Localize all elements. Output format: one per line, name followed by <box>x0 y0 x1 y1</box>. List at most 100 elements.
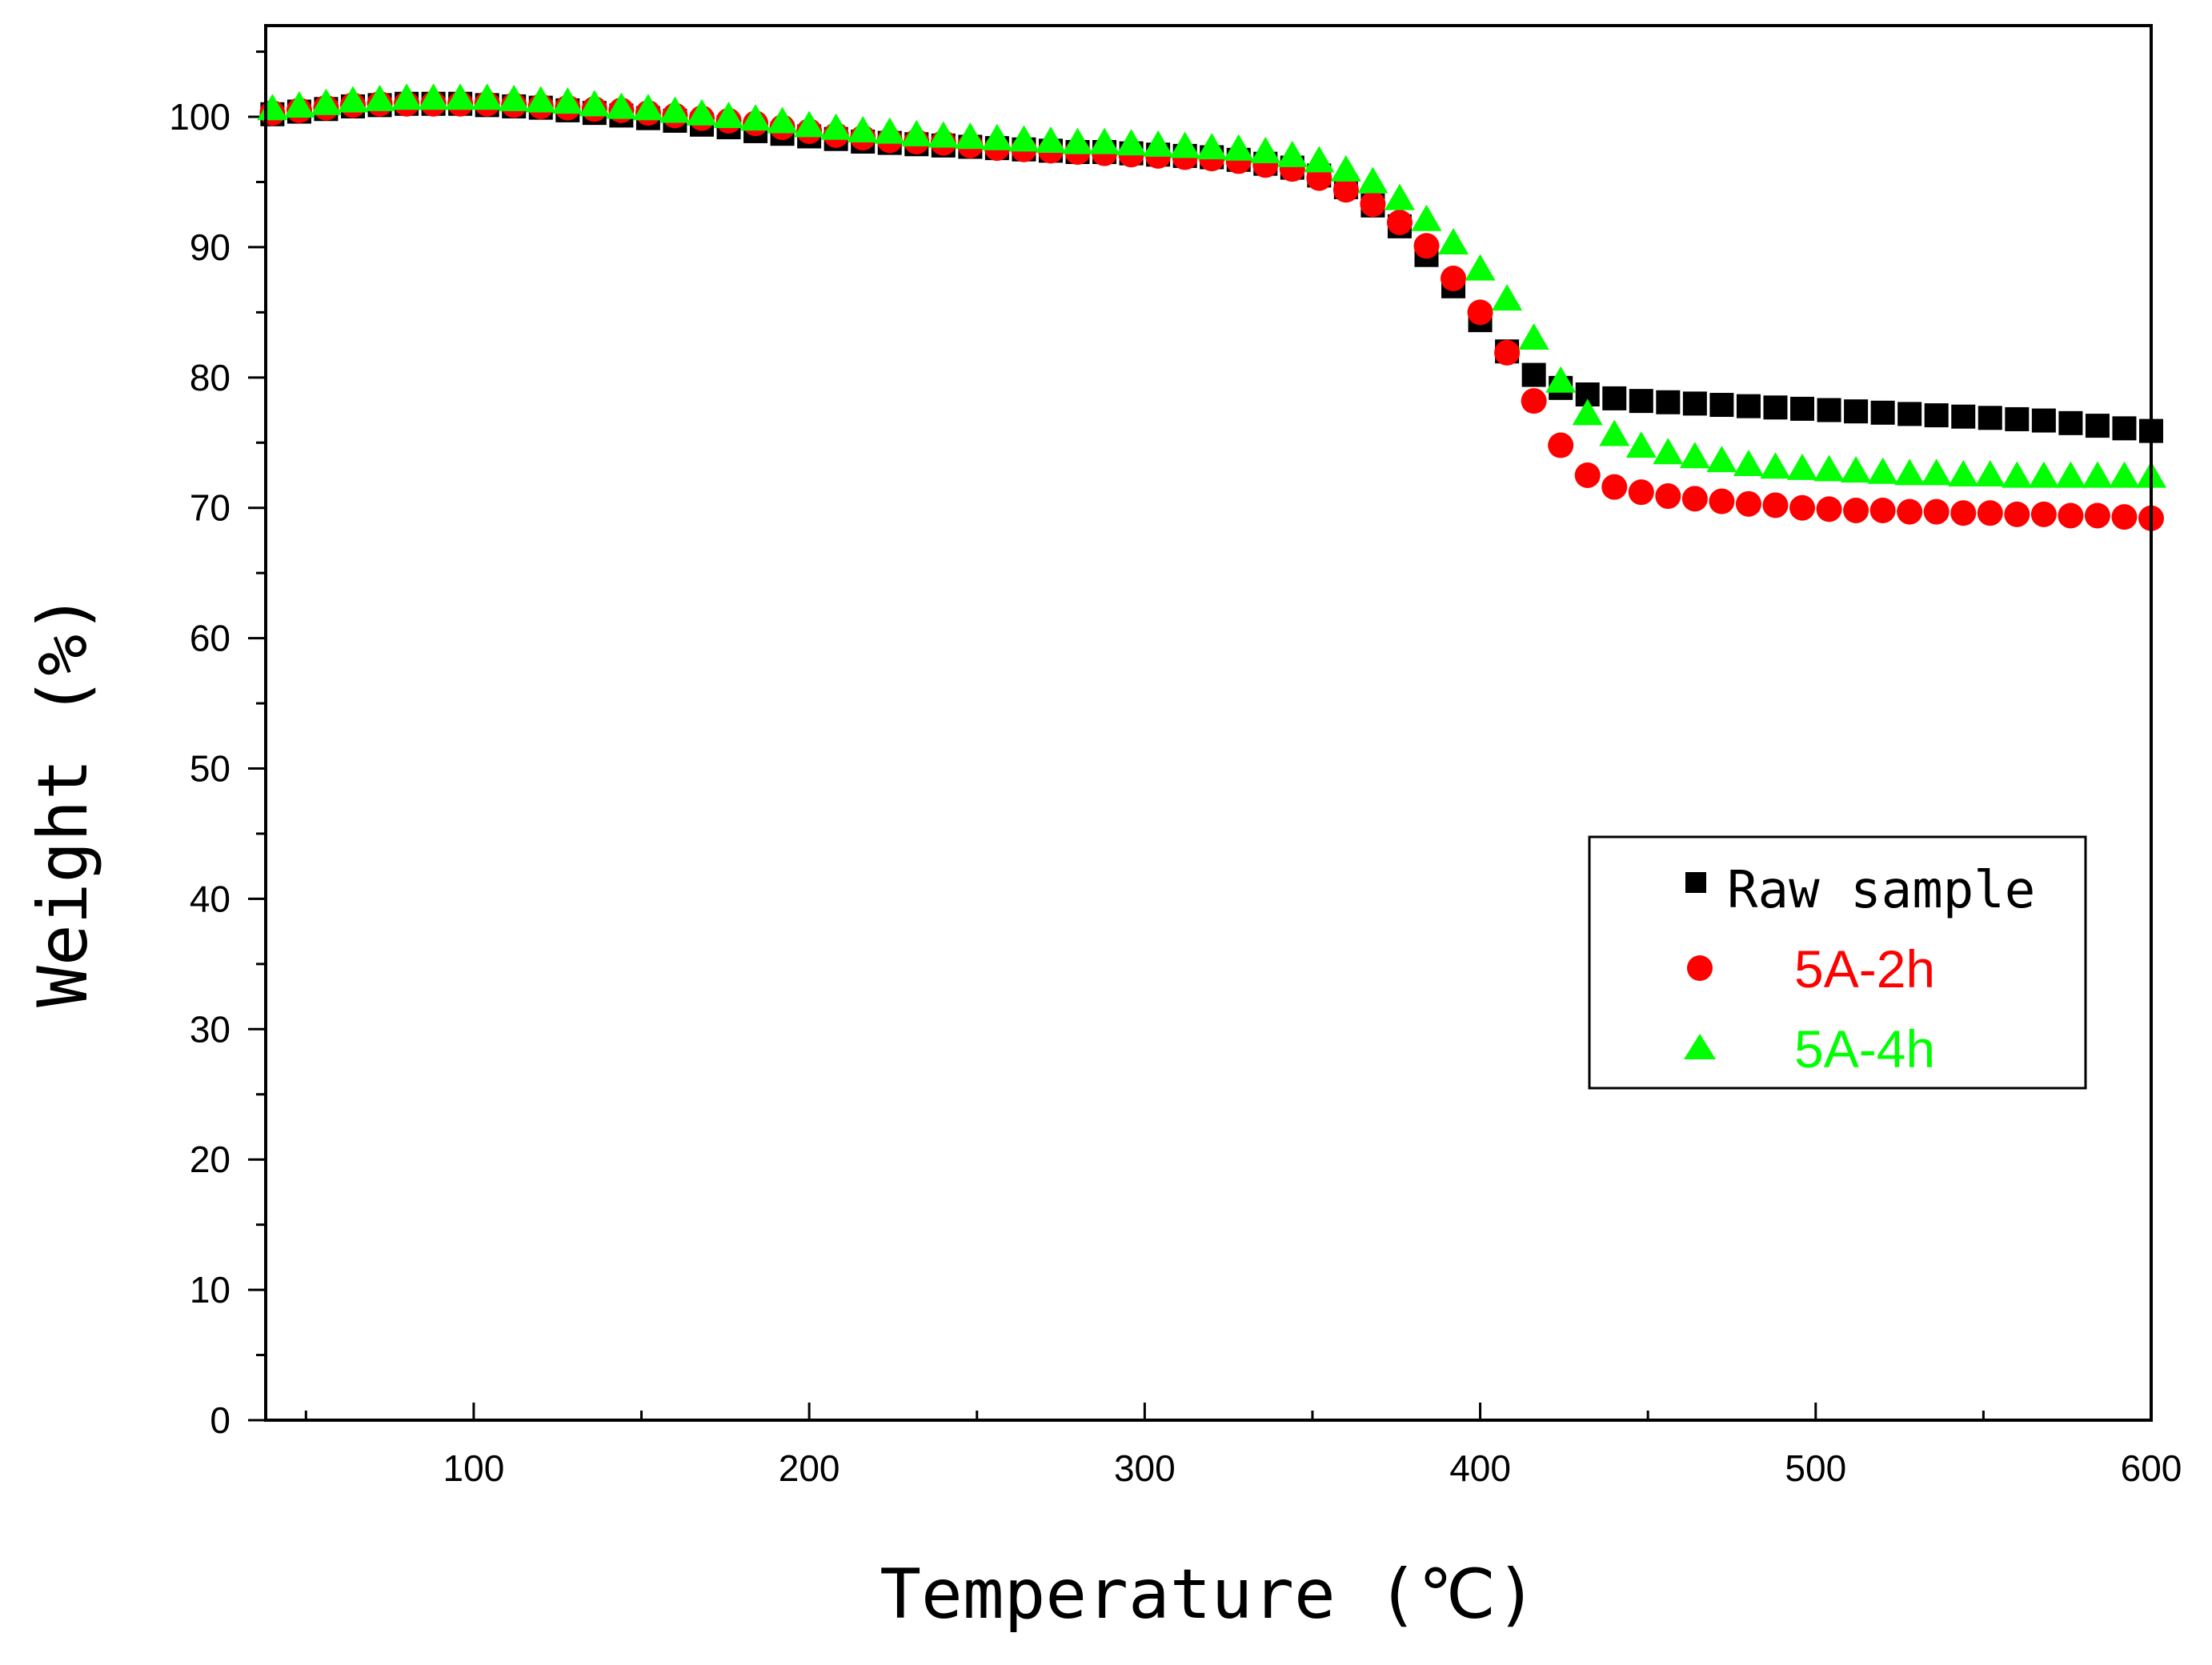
data-point <box>1894 458 1925 486</box>
data-point <box>1035 126 1066 153</box>
data-point <box>1924 403 1949 428</box>
data-point <box>1465 254 1496 281</box>
data-point <box>1655 483 1681 510</box>
data-point <box>1386 209 1413 235</box>
data-point <box>1089 127 1120 154</box>
data-point <box>1843 497 1869 523</box>
x-tick-label: 300 <box>1114 1447 1176 1489</box>
y-tick-label: 10 <box>190 1269 230 1311</box>
data-point <box>2005 406 2030 431</box>
data-point <box>579 90 610 117</box>
y-tick-label: 20 <box>190 1139 230 1180</box>
data-point <box>1518 322 1549 350</box>
data-point <box>1196 133 1228 160</box>
legend-label-raw-sample: Raw sample <box>1727 861 2035 920</box>
data-point <box>1494 339 1521 366</box>
data-point <box>955 122 986 150</box>
data-point <box>1625 431 1657 458</box>
data-point <box>1706 446 1737 473</box>
y-tick-label: 0 <box>210 1399 230 1441</box>
data-point <box>1548 432 1574 458</box>
data-point <box>1384 183 1415 210</box>
data-point <box>1951 404 1976 429</box>
data-point <box>1572 398 1603 426</box>
data-point <box>1008 125 1040 152</box>
data-point <box>2058 410 2083 435</box>
x-tick-label: 500 <box>1785 1447 1846 1489</box>
data-point <box>1330 154 1361 182</box>
data-point <box>1521 388 1547 414</box>
data-point <box>1978 406 2002 430</box>
data-point <box>1521 362 1546 387</box>
y-tick-label: 90 <box>190 226 230 268</box>
data-point <box>1870 400 1895 425</box>
data-point <box>1841 456 1872 483</box>
data-point <box>1817 398 1841 422</box>
data-point <box>1679 442 1710 469</box>
data-point <box>1411 204 1442 231</box>
y-tick-label: 70 <box>190 487 230 529</box>
data-point <box>740 104 771 131</box>
data-point <box>2004 501 2030 527</box>
data-point <box>659 96 691 123</box>
data-point <box>499 84 530 111</box>
data-point <box>418 83 449 110</box>
y-axis-title: Weight (%) <box>23 593 103 1007</box>
data-point <box>1276 140 1308 167</box>
y-tick-label: 60 <box>190 618 230 659</box>
legend-marker-5a-2h <box>1687 955 1713 981</box>
y-tick-label: 30 <box>190 1008 230 1050</box>
data-point <box>1304 146 1335 173</box>
data-point <box>1974 459 2006 486</box>
data-point <box>1441 266 1467 292</box>
data-point <box>2028 461 2059 488</box>
data-point <box>1628 479 1654 506</box>
data-point <box>1760 452 1791 479</box>
legend-label-5a-4h: 5A-4h <box>1794 1019 1935 1079</box>
data-point <box>2002 461 2033 488</box>
data-point <box>337 86 368 113</box>
legend-box <box>1588 835 2087 1090</box>
data-point <box>1653 438 1684 465</box>
data-point <box>1950 500 1977 526</box>
data-point <box>2031 408 2056 433</box>
data-point <box>1763 395 1788 420</box>
data-point <box>1733 449 1764 476</box>
data-point <box>283 90 315 118</box>
data-point <box>1787 453 1818 480</box>
data-point <box>1736 394 1761 418</box>
data-point <box>1923 498 1950 525</box>
data-point <box>2084 502 2110 529</box>
data-point <box>1438 228 1469 255</box>
data-point <box>1116 129 1147 156</box>
data-point <box>794 110 825 138</box>
x-tick-label: 600 <box>2121 1447 2182 1489</box>
data-point <box>1869 497 1896 523</box>
data-point <box>1897 402 1922 426</box>
x-tick-label: 100 <box>443 1447 505 1489</box>
x-tick-label: 400 <box>1449 1447 1511 1489</box>
data-point <box>1357 166 1389 194</box>
data-point <box>1574 462 1601 488</box>
y-tick-label: 80 <box>190 357 230 398</box>
data-point <box>1709 393 1734 418</box>
x-axis-ticks: 100 200 300 400 500 600 <box>304 1403 2182 1489</box>
data-point <box>632 94 663 121</box>
data-point <box>1921 458 1952 486</box>
data-point <box>1467 299 1493 326</box>
data-point <box>445 83 476 110</box>
data-point <box>1143 130 1174 157</box>
data-point <box>767 106 798 134</box>
y-tick-label: 40 <box>190 878 230 919</box>
x-tick-label: 200 <box>779 1447 840 1489</box>
data-point <box>2082 461 2113 488</box>
data-point <box>1545 366 1577 393</box>
data-point <box>364 84 395 111</box>
data-point <box>2055 461 2086 488</box>
series-5a-4h <box>257 83 2166 488</box>
data-point <box>1223 134 1254 161</box>
data-point <box>1656 390 1681 414</box>
data-point <box>820 113 852 140</box>
data-point <box>2058 502 2084 529</box>
